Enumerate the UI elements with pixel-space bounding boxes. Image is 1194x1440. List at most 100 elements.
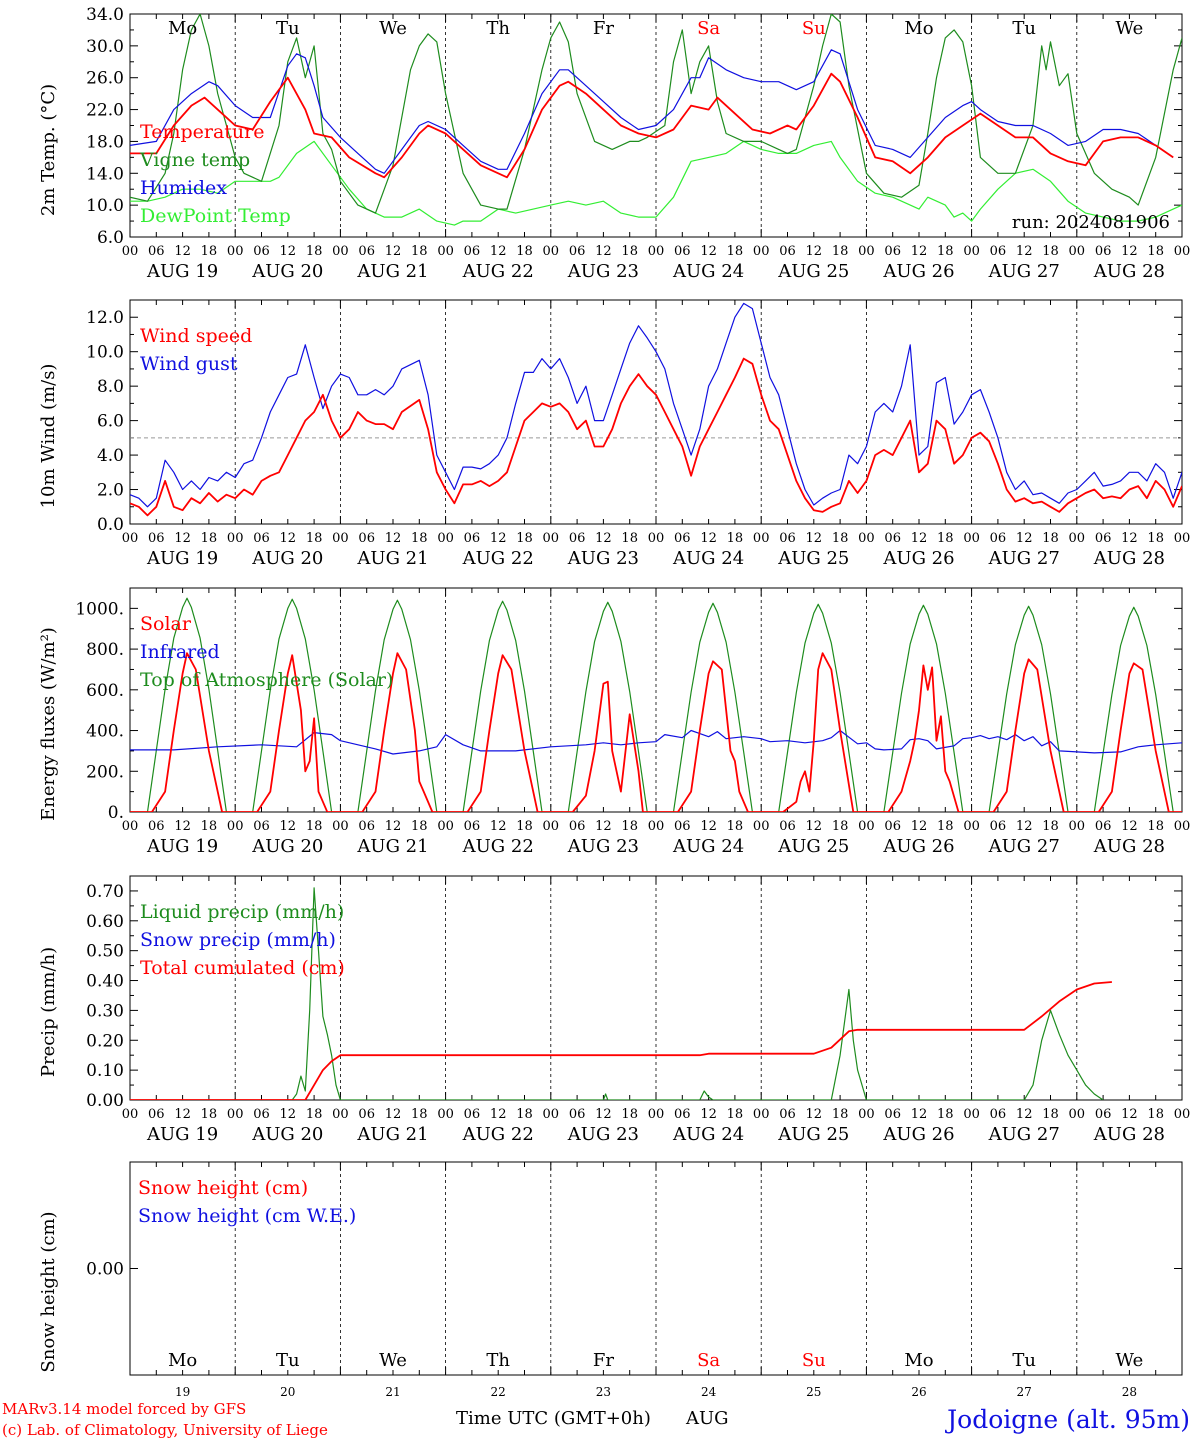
model-credit: MARv3.14 model forced by GFS <box>2 1400 246 1418</box>
hour-tick-label: 18 <box>1147 531 1164 546</box>
hour-tick-label: 06 <box>1095 244 1112 259</box>
hour-tick-label: 18 <box>1147 244 1164 259</box>
hour-tick-label: 06 <box>990 819 1007 834</box>
hour-tick-label: 06 <box>779 244 796 259</box>
hour-tick-label: 18 <box>1042 244 1059 259</box>
legend-entry: Total cumulated (cm) <box>140 957 345 979</box>
date-label: AUG 27 <box>988 1124 1060 1145</box>
panel-1: 6.0 10.0 14.0 18.0 22.0 26.0 30.0 34.0 2m Temp. … <box>38 5 1190 282</box>
hour-tick-label: 12 <box>174 819 191 834</box>
hour-tick-label: 18 <box>621 819 638 834</box>
hour-tick-label: 18 <box>937 819 954 834</box>
hour-tick-label: 12 <box>700 819 717 834</box>
day-number: 24 <box>701 1385 717 1399</box>
legend-entry: Snow precip (mm/h) <box>140 929 336 951</box>
hour-tick-label: 12 <box>385 244 402 259</box>
hour-tick-label: 00 <box>963 1107 980 1122</box>
series-line-dewpoint-temp <box>130 140 1182 226</box>
y-axis-label: Precip (mm/h) <box>38 947 59 1077</box>
day-abbr: Tu <box>276 1350 300 1371</box>
series-line-vigne-temp <box>130 14 1182 214</box>
y-tick-label: 600. <box>86 681 124 701</box>
hour-tick-label: 06 <box>253 819 270 834</box>
y-tick-label: 0.50 <box>86 942 124 962</box>
legend-entry: Wind speed <box>140 325 252 347</box>
hour-tick-label: 00 <box>227 1107 244 1122</box>
hour-tick-label: 00 <box>543 1107 560 1122</box>
hour-tick-label: 12 <box>595 531 612 546</box>
day-abbr: Fr <box>593 18 614 39</box>
hour-tick-label: 12 <box>174 531 191 546</box>
y-tick-label: 0.00 <box>86 1091 124 1111</box>
series-line-liquid-precip-mm-h- <box>130 887 1104 1100</box>
hour-tick-label: 06 <box>464 1107 481 1122</box>
y-axis-label: 2m Temp. (°C) <box>38 84 59 216</box>
day-number: 19 <box>175 1385 190 1399</box>
hour-tick-label: 18 <box>306 1107 323 1122</box>
hour-tick-label: 00 <box>543 244 560 259</box>
legend-entry: Snow height (cm W.E.) <box>138 1205 356 1227</box>
hour-tick-label: 06 <box>674 244 691 259</box>
hour-tick-label: 00 <box>227 244 244 259</box>
y-tick-label: 0.00 <box>86 1260 124 1280</box>
day-number: 20 <box>280 1385 295 1399</box>
y-axis-label: 10m Wind (m/s) <box>38 364 59 509</box>
hour-tick-label: 06 <box>674 819 691 834</box>
date-label: AUG 22 <box>462 836 534 857</box>
hour-tick-label: 18 <box>937 244 954 259</box>
hour-tick-label: 18 <box>832 531 849 546</box>
day-number: 27 <box>1017 1385 1032 1399</box>
y-tick-label: 0. <box>108 803 124 823</box>
y-tick-label: 0.10 <box>86 1061 124 1081</box>
hour-tick-label: 06 <box>148 1107 165 1122</box>
y-tick-label: 0.20 <box>86 1031 124 1051</box>
day-number: 21 <box>385 1385 400 1399</box>
date-label: AUG 27 <box>988 548 1060 569</box>
hour-tick-label: 00 <box>753 244 770 259</box>
hour-tick-label: 00 <box>122 531 139 546</box>
hour-tick-label: 12 <box>911 819 928 834</box>
hour-tick-label: 12 <box>385 531 402 546</box>
hour-tick-label: 06 <box>148 244 165 259</box>
hour-tick-label: 12 <box>1121 531 1138 546</box>
series-line-wind-gust <box>130 302 1182 508</box>
y-tick-label: 1000. <box>75 599 124 619</box>
hour-tick-label: 00 <box>1174 1107 1191 1122</box>
hour-tick-label: 18 <box>832 244 849 259</box>
hour-tick-label: 06 <box>779 1107 796 1122</box>
hour-tick-label: 18 <box>1147 1107 1164 1122</box>
legend-entry: Snow height (cm) <box>138 1177 308 1199</box>
date-label: AUG 28 <box>1093 261 1165 282</box>
hour-tick-label: 12 <box>280 244 297 259</box>
x-axis-month: AUG <box>685 1408 729 1429</box>
hour-tick-label: 18 <box>621 1107 638 1122</box>
hour-tick-label: 12 <box>490 531 507 546</box>
date-label: AUG 19 <box>146 836 218 857</box>
hour-tick-label: 06 <box>1095 819 1112 834</box>
y-tick-label: 26.0 <box>86 69 124 89</box>
hour-tick-label: 12 <box>174 1107 191 1122</box>
hour-tick-label: 12 <box>280 531 297 546</box>
date-label: AUG 19 <box>146 1124 218 1145</box>
hour-tick-label: 18 <box>411 244 428 259</box>
hour-tick-label: 18 <box>516 244 533 259</box>
plot-frame <box>129 299 1183 525</box>
hour-tick-label: 00 <box>1069 531 1086 546</box>
hour-tick-label: 18 <box>727 819 744 834</box>
date-label: AUG 20 <box>251 261 323 282</box>
hour-tick-label: 06 <box>990 1107 1007 1122</box>
legend-entry: Temperature <box>140 121 264 143</box>
day-abbr: Sa <box>697 1350 720 1371</box>
day-abbr: We <box>379 1350 407 1371</box>
hour-tick-label: 00 <box>1069 819 1086 834</box>
y-tick-label: 14.0 <box>86 164 124 184</box>
hour-tick-label: 06 <box>358 244 375 259</box>
y-tick-label: 0.40 <box>86 972 124 992</box>
y-tick-label: 12.0 <box>86 308 124 328</box>
hour-tick-label: 00 <box>332 244 349 259</box>
hour-tick-label: 12 <box>911 531 928 546</box>
hour-tick-label: 18 <box>411 1107 428 1122</box>
hour-tick-label: 00 <box>753 1107 770 1122</box>
y-axis-label: Energy fluxes (W/m²) <box>38 627 59 821</box>
hour-tick-label: 18 <box>201 244 218 259</box>
